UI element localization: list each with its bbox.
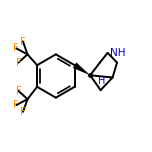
- Text: F: F: [20, 107, 26, 117]
- Text: NH: NH: [110, 48, 126, 58]
- Text: F: F: [20, 37, 26, 47]
- Text: F: F: [16, 58, 21, 68]
- Text: F: F: [14, 100, 19, 110]
- Text: H: H: [98, 76, 105, 86]
- Text: F: F: [14, 43, 19, 53]
- Polygon shape: [73, 62, 90, 75]
- Text: F: F: [16, 86, 21, 96]
